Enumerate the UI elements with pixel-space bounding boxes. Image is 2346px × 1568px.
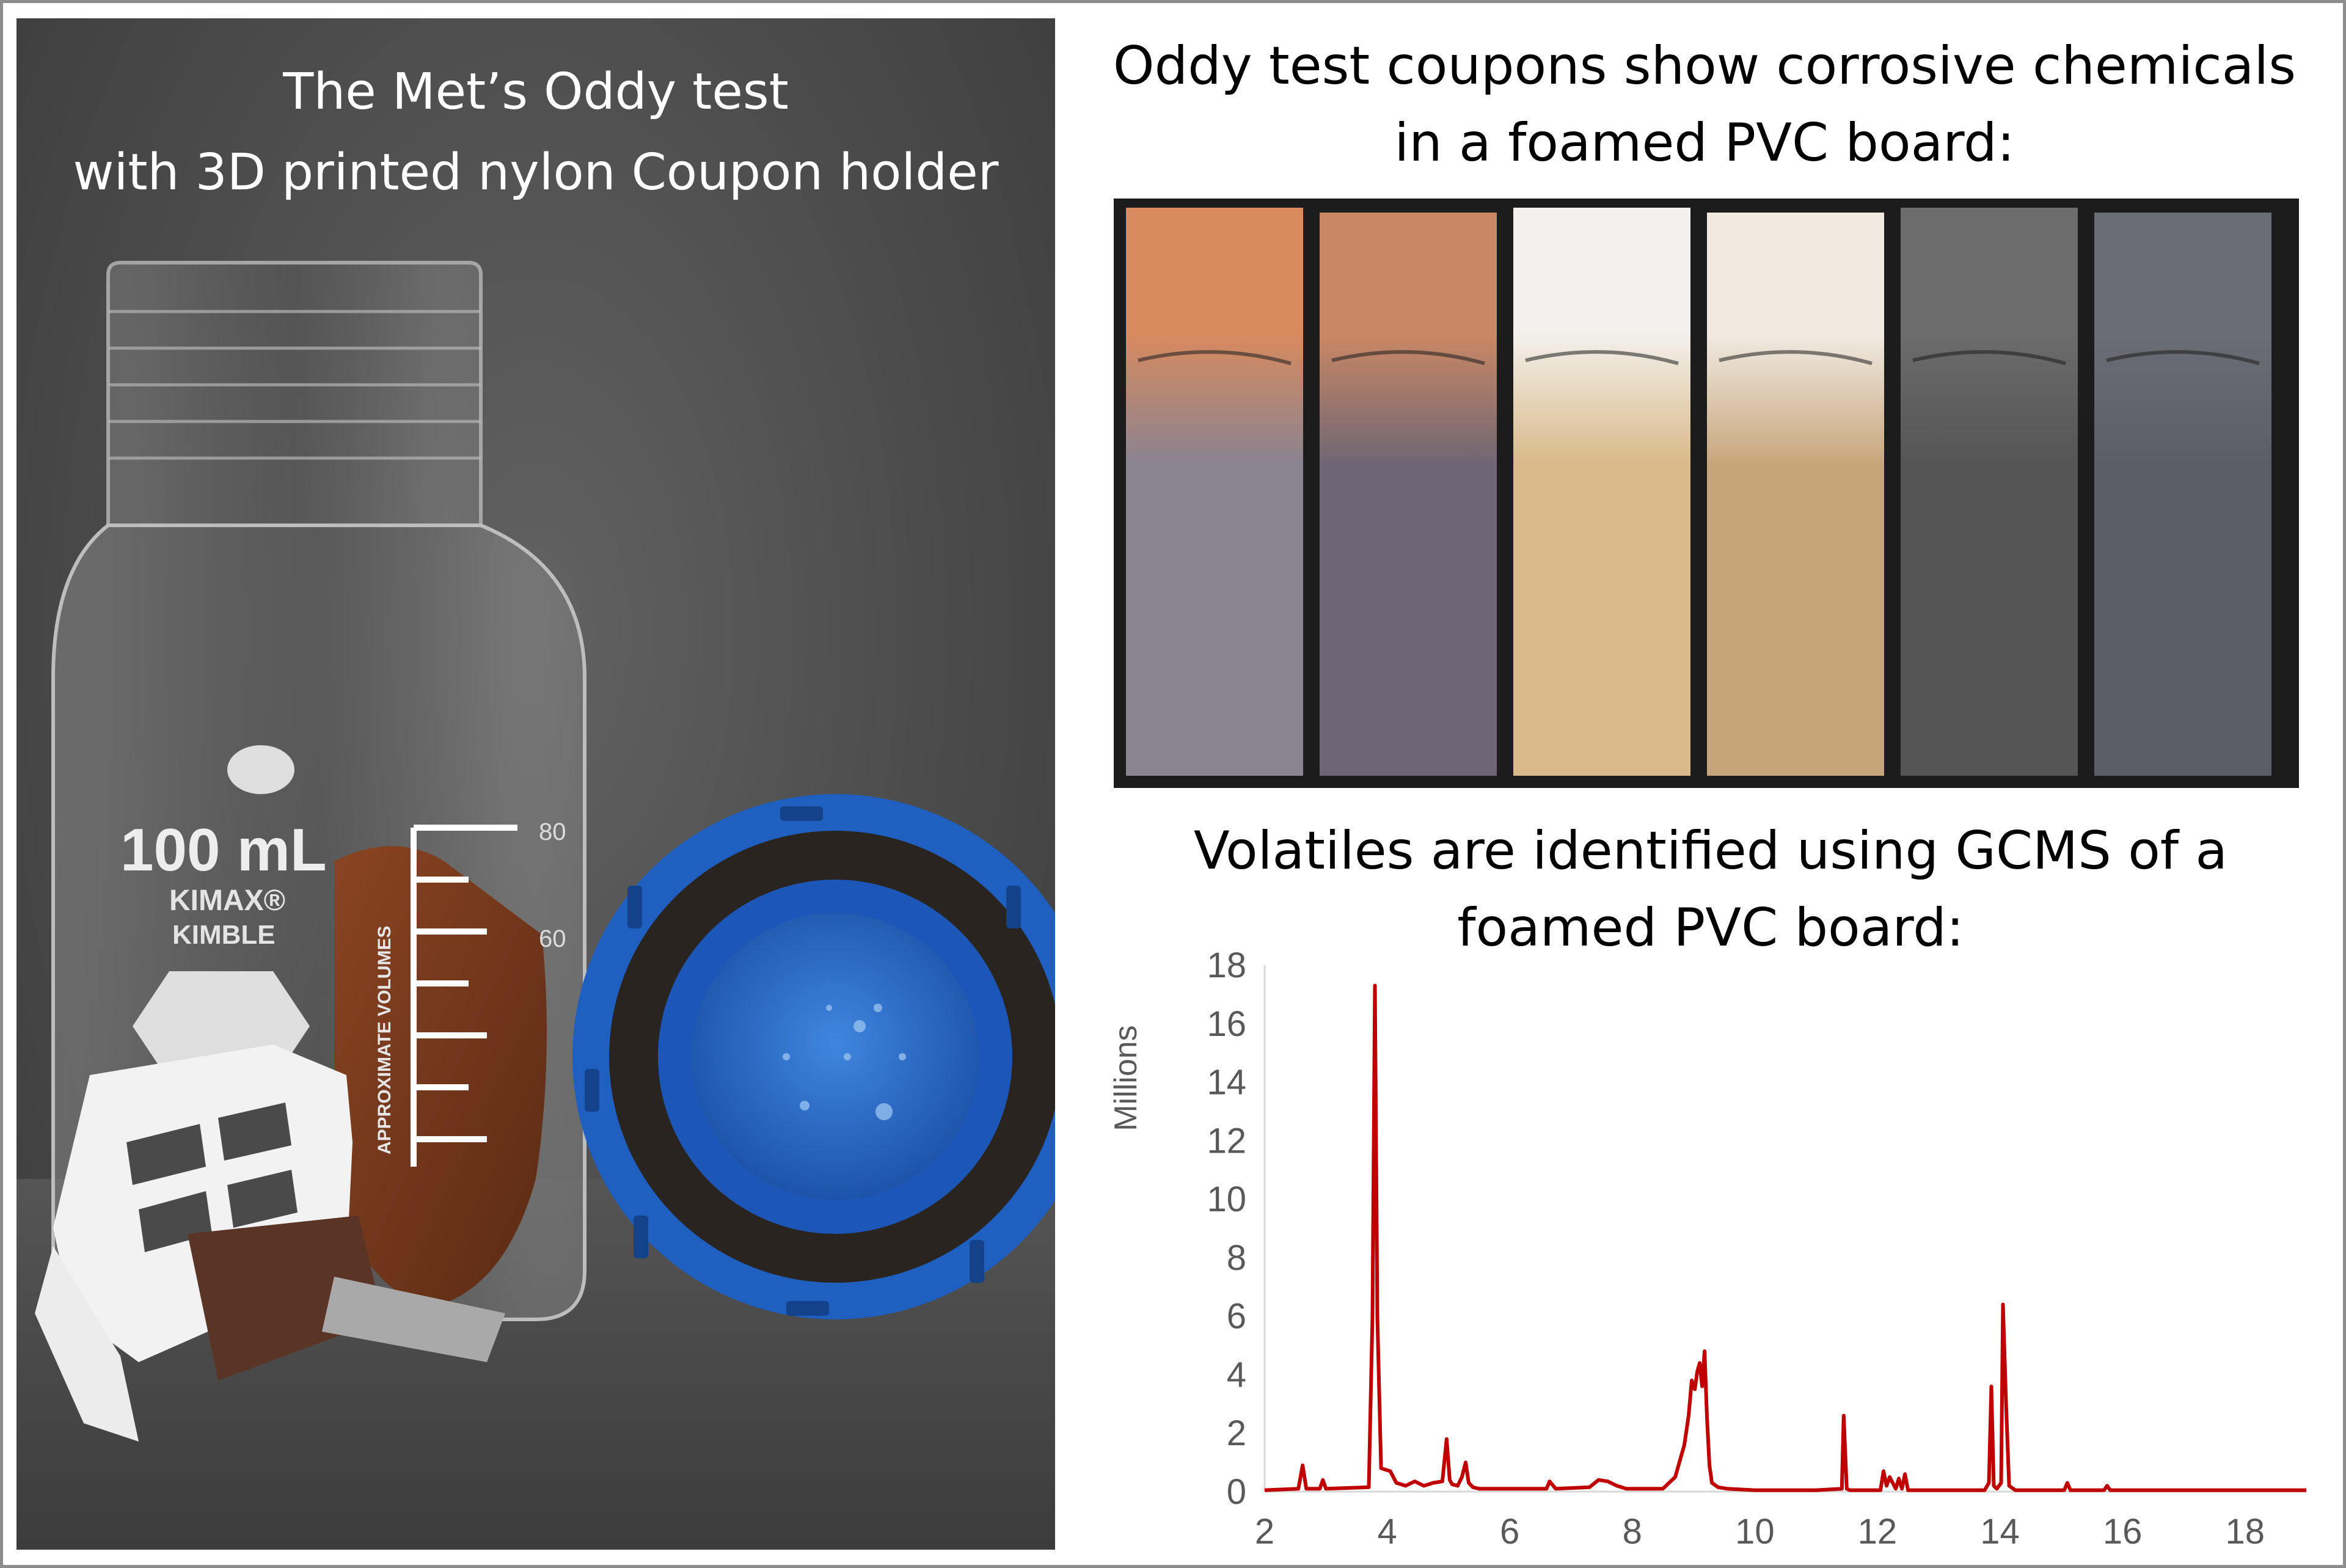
- graduation-scale: [411, 825, 517, 1167]
- coupon-mark-4: [1719, 350, 1873, 365]
- jar-brand-kimble: KIMBLE: [172, 920, 276, 950]
- x-tick-label: 14: [1980, 1512, 2020, 1552]
- y-axis-label: Millions: [1108, 1025, 1144, 1131]
- y-tick-label: 10: [1207, 1180, 1246, 1219]
- gcms-heading: Volatiles are identified using GCMS of a…: [1193, 820, 2228, 958]
- oddy-coupons-photo: [1114, 199, 2299, 788]
- x-tick-label: 2: [1255, 1512, 1274, 1552]
- photo-illustration: 80 60 APPROXIMATE VOLUMES 100 mL KIMAX® …: [16, 261, 1055, 1550]
- copper-coupon-holder: [188, 1216, 383, 1380]
- coupon-mark-1: [1138, 350, 1292, 365]
- x-tick-label: 8: [1623, 1512, 1642, 1552]
- x-tick-label: 4: [1377, 1512, 1397, 1552]
- x-tick-label: 12: [1858, 1512, 1898, 1552]
- scale-80: 80: [539, 819, 566, 845]
- jar-neck: [106, 261, 483, 527]
- coupon-lead-6: [2094, 213, 2271, 776]
- y-tick-label: 2: [1227, 1413, 1246, 1453]
- y-tick-label: 16: [1207, 1004, 1246, 1044]
- lead-coupon-holder: [322, 1277, 505, 1362]
- y-tick-label: 14: [1207, 1063, 1246, 1103]
- x-tick-label: 18: [2225, 1512, 2265, 1552]
- coupons-illustration: [1126, 208, 2271, 776]
- coupon-mark-3: [1525, 350, 1679, 365]
- coupons-heading: Oddy test coupons show corrosive chemica…: [1113, 35, 2297, 173]
- jar-volume-label: 100 mL: [120, 816, 327, 883]
- blue-cap: [572, 794, 1055, 1319]
- coupon-silver-3: [1513, 208, 1690, 776]
- coupon-mark-2: [1331, 350, 1485, 365]
- gcms-trace: [1264, 983, 2306, 1492]
- coupon-copper-1: [1126, 208, 1303, 776]
- glass-highlight: [227, 745, 294, 794]
- y-tick-label: 6: [1227, 1297, 1246, 1336]
- y-tick-label: 12: [1207, 1121, 1246, 1161]
- coupon-mark-5: [1912, 350, 2066, 365]
- y-tick-label: 18: [1207, 946, 1246, 985]
- coupon-copper-2: [1320, 213, 1497, 776]
- jar-brand-kimax: KIMAX®: [169, 884, 285, 917]
- x-tick-label: 16: [2103, 1512, 2143, 1552]
- scale-60: 60: [539, 925, 566, 952]
- coupon-lead-5: [1901, 208, 2078, 776]
- y-tick-label: 0: [1227, 1472, 1246, 1512]
- y-tick-label: 4: [1227, 1355, 1246, 1395]
- x-tick-label: 10: [1735, 1512, 1775, 1552]
- scale-caption: APPROXIMATE VOLUMES: [375, 926, 395, 1154]
- x-tick-label: 6: [1500, 1512, 1519, 1552]
- y-tick-label: 8: [1227, 1238, 1246, 1278]
- oddy-test-photo: 80 60 APPROXIMATE VOLUMES 100 mL KIMAX® …: [16, 18, 1055, 1550]
- coupon-silver-4: [1707, 213, 1884, 776]
- copper-coupon-in-jar: [334, 846, 547, 1307]
- coupon-mark-6: [2106, 350, 2260, 365]
- photo-title: The Met’s Oddy test with 3D printed nylo…: [73, 63, 999, 202]
